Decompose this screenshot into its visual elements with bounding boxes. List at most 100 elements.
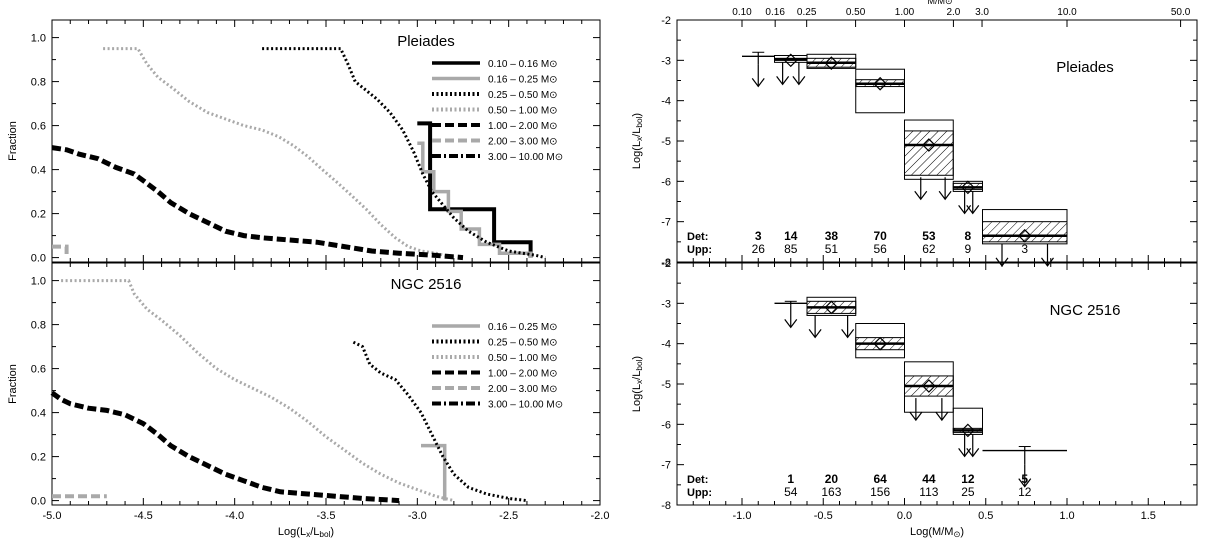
- panel-label: Pleiades: [1056, 59, 1114, 76]
- label-part: x: [635, 136, 644, 141]
- legend-label: 0.50 – 1.00 M⊙: [488, 106, 558, 117]
- det-count: 14: [784, 229, 798, 243]
- upp-count: 85: [784, 242, 798, 256]
- left-bottom-panel: 0.0 0.2 0.4 0.6 0.8 1.0 -5.0 -4.5 -4.0 -3.5 -3.0 -2…: [7, 262, 610, 539]
- label-part: bol: [635, 116, 644, 127]
- legend-label: 2.00 – 3.00 M⊙: [488, 137, 558, 148]
- y-tick-label: -5: [661, 379, 671, 391]
- upp-count: 163: [821, 485, 841, 499]
- det-count: 8: [965, 229, 972, 243]
- det-count: 70: [873, 229, 887, 243]
- label-part: x: [306, 530, 311, 539]
- y-tick-label: 1.0: [31, 33, 46, 45]
- y-tick-label: -5: [661, 136, 671, 148]
- y-tick-label: -6: [661, 419, 671, 431]
- y-tick-label: 0.4: [31, 408, 46, 420]
- y-tick-label: 0.0: [31, 496, 46, 508]
- top-tick-label: 0.10: [732, 7, 752, 18]
- y-tick-label: 0.4: [31, 165, 46, 177]
- upp-count: 54: [784, 485, 798, 499]
- x-axis-label: Log(Lx/Lbol): [278, 526, 334, 539]
- upper-limit-arrow-head: [792, 75, 806, 86]
- right-top-panel: -8 -7 -6 -5 -4 -3 -2 0.10 0.16 0.25 0.50 1.00 2.0 3.0…: [631, 0, 1198, 269]
- y-tick-label: -8: [661, 500, 671, 512]
- y-tick-label: -2: [661, 258, 671, 270]
- mean-diamond: [1017, 228, 1032, 243]
- mean-diamond: [922, 379, 936, 393]
- det-count: 5: [1021, 472, 1028, 486]
- legend-label: 0.10 – 0.16 M⊙: [488, 59, 558, 70]
- y-tick-label: -3: [661, 298, 671, 310]
- upper-limit-arrow-head: [1041, 257, 1054, 267]
- x-tick-label: -2.0: [591, 510, 610, 522]
- det-count: 38: [825, 229, 839, 243]
- upper-limit-arrow-head: [966, 205, 980, 215]
- legend-label: 0.25 – 0.50 M⊙: [488, 90, 558, 101]
- legend-label: 1.00 – 2.00 M⊙: [488, 369, 558, 380]
- legend-label: 0.50 – 1.00 M⊙: [488, 353, 558, 364]
- upper-limit-arrow-head: [909, 411, 923, 422]
- series-line: [417, 141, 533, 258]
- upper-limit-arrow-head: [935, 411, 949, 422]
- legend-label: 2.00 – 3.00 M⊙: [488, 384, 558, 395]
- mean-diamond: [824, 56, 839, 71]
- upper-limit-arrow-head: [938, 190, 952, 201]
- upp-count: 25: [961, 485, 975, 499]
- y-tick-label: -7: [661, 217, 671, 229]
- top-tick-label: 50.0: [1171, 7, 1191, 18]
- series-line: [421, 443, 447, 501]
- y-tick-label: -3: [661, 55, 671, 67]
- series-line: [103, 47, 455, 260]
- det-count: 20: [825, 472, 839, 486]
- series-line: [50, 390, 400, 504]
- mean-diamond: [783, 53, 798, 68]
- y-tick-label: 0.2: [31, 209, 46, 221]
- panel-label: NGC 2516: [391, 276, 462, 293]
- det-count: 12: [961, 472, 975, 486]
- right-bottom-panel: -8 -7 -6 -5 -4 -3 -2 -1.0 -0.5 0.0 0.5 1.0 1.5 Log(M/…: [631, 258, 1198, 539]
- x-tick-label: -0.5: [814, 510, 833, 522]
- confidence-box: [982, 221, 1068, 243]
- y-axis-label: Fraction: [7, 121, 19, 161]
- x-tick-label: -4.0: [225, 510, 244, 522]
- upper-limit-arrow-head: [808, 329, 822, 339]
- x-axis-label: Log(M/M⊙): [910, 526, 964, 539]
- y-tick-label: -4: [661, 339, 671, 351]
- y-tick-label: 0.6: [31, 121, 46, 133]
- top-tick-label: 0.25: [797, 7, 817, 18]
- label-part: ): [631, 113, 643, 117]
- label-part: /L: [631, 371, 643, 380]
- x-tick-label: -3.0: [408, 510, 427, 522]
- legend-label: 0.25 – 0.50 M⊙: [488, 338, 558, 349]
- det-count: 1: [787, 472, 794, 486]
- upper-limit-arrow-head: [1018, 478, 1032, 488]
- legend-label: 0.16 – 0.25 M⊙: [488, 75, 558, 86]
- x-tick-label: 1.0: [1059, 510, 1074, 522]
- mean-diamond: [922, 138, 936, 152]
- y-tick-label: 0.8: [31, 77, 46, 89]
- label-part: /L: [310, 526, 319, 538]
- det-label: Det:: [687, 474, 708, 486]
- label-part: Log(L: [631, 384, 643, 412]
- det-count: 3: [755, 229, 762, 243]
- label-part: ): [330, 526, 334, 538]
- label-part: x: [635, 379, 644, 384]
- upp-label: Upp:: [687, 487, 712, 499]
- upp-count: 62: [922, 242, 936, 256]
- y-axis-label: Fraction: [7, 364, 19, 404]
- label-part: bol: [635, 359, 644, 370]
- top-tick-label: 1.00: [895, 7, 915, 18]
- top-tick-label: 3.0: [975, 7, 989, 18]
- legend-label: 1.00 – 2.00 M⊙: [488, 121, 558, 132]
- det-count: 53: [922, 229, 936, 243]
- x-tick-label: 0.0: [897, 510, 912, 522]
- quartile-box: [855, 68, 905, 114]
- upp-count: 3: [1021, 242, 1028, 256]
- y-tick-label: 0.0: [31, 253, 46, 265]
- top-tick-label: 0.16: [765, 7, 785, 18]
- legend-label: 3.00 – 10.00 M⊙: [488, 400, 563, 411]
- top-tick-label: 10.0: [1057, 7, 1077, 18]
- upp-count: 51: [825, 242, 839, 256]
- det-count: 44: [922, 472, 936, 486]
- mean-diamond: [961, 180, 975, 195]
